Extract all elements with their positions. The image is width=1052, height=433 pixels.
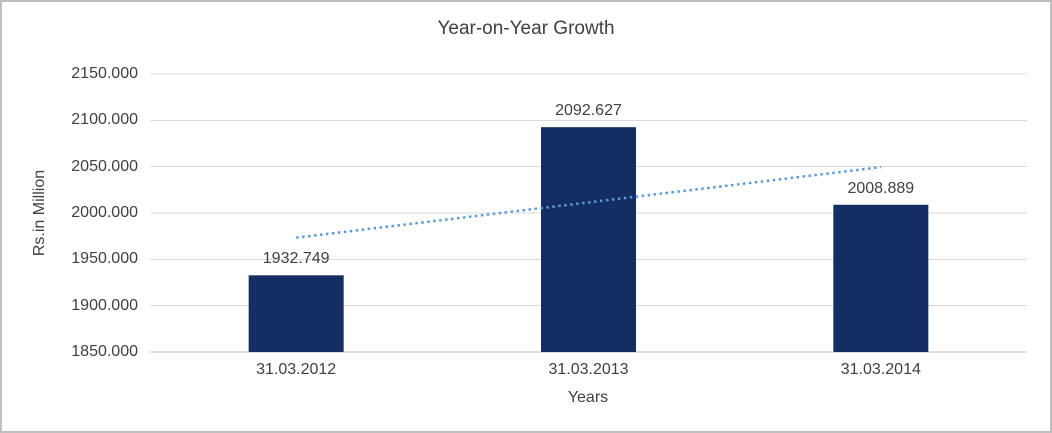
bar-31.03.2014 [833,204,929,352]
y-tick-label: 1900.000 [71,296,138,314]
y-tick-label: 2100.000 [71,111,138,129]
bar-data-label: 2092.627 [555,102,622,120]
bar-data-label: 1932.749 [262,250,330,268]
bar-31.03.2012 [248,275,344,352]
y-tick-label: 2000.000 [71,204,138,221]
x-category-label: 31.03.2012 [256,361,337,378]
x-category-label: 31.03.2013 [548,361,629,378]
x-category-label: 31.03.2014 [840,361,921,378]
chart-title: Year-on-Year Growth [437,18,615,39]
bar-31.03.2013 [541,127,636,352]
y-tick-label: 1850.000 [71,343,138,360]
y-tick-label: 2050.000 [71,157,138,175]
y-tick-label: 2150.000 [71,65,138,82]
trendline [296,165,881,239]
y-tick-label: 1950.000 [71,250,138,268]
bar-data-label: 2008.889 [847,179,915,197]
x-axis-title: Years [567,389,609,406]
